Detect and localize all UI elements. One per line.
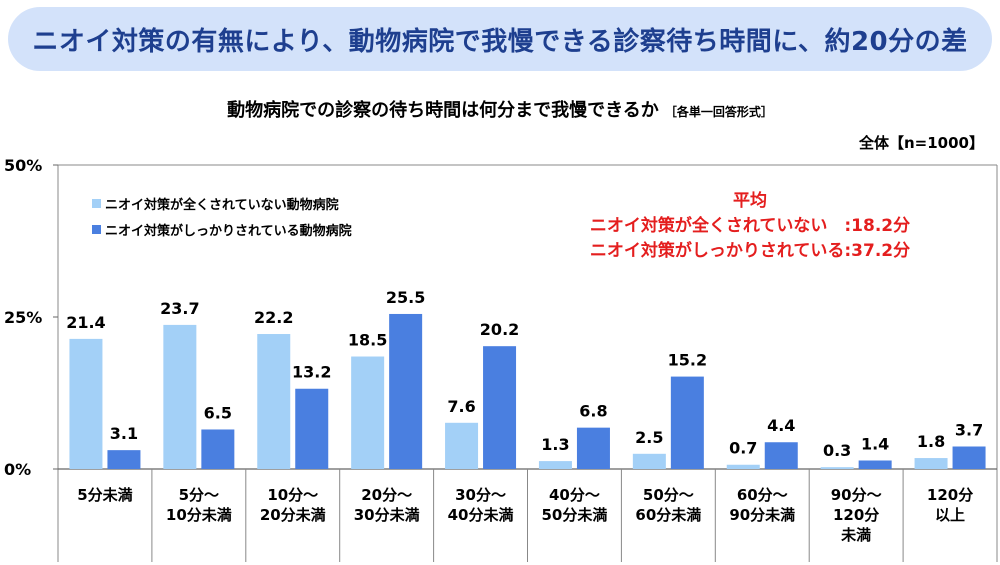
data-label-no-odor-control: 21.4 <box>66 313 105 332</box>
category-label: 以上 <box>935 506 965 524</box>
category-label: 120分 <box>833 506 879 524</box>
bar-no-odor-control <box>445 422 479 469</box>
average-title: 平均 <box>733 191 767 211</box>
bar-odor-control <box>201 429 235 469</box>
average-annotation: 平均 ニオイ対策が全くされていない :18.2分 ニオイ対策がしっかりされている… <box>560 189 940 264</box>
chart-title-note: ［各単一回答形式］ <box>664 105 773 119</box>
average-line-odor-control: ニオイ対策がしっかりされている:37.2分 <box>589 241 911 261</box>
data-label-no-odor-control: 7.6 <box>447 397 475 416</box>
headline-text: ニオイ対策の有無により、動物病院で我慢できる診察待ち時間に、約20分の差 <box>32 26 968 57</box>
category-label: 20分未満 <box>260 506 326 524</box>
category-label: 60分～ <box>737 486 788 504</box>
data-label-odor-control: 25.5 <box>386 288 425 307</box>
bar-no-odor-control <box>538 461 572 469</box>
category-label: 30分未満 <box>354 506 420 524</box>
data-label-no-odor-control: 1.3 <box>541 435 569 454</box>
headline-banner: ニオイ対策の有無により、動物病院で我慢できる診察待ち時間に、約20分の差 <box>8 7 992 71</box>
category-label: 50分～ <box>643 486 694 504</box>
bar-no-odor-control <box>257 334 291 469</box>
category-label: 未満 <box>840 526 871 544</box>
data-label-no-odor-control: 0.3 <box>823 441 851 460</box>
category-label: 20分～ <box>361 486 412 504</box>
bar-odor-control <box>764 442 798 469</box>
category-label: 50分未満 <box>542 506 608 524</box>
chart-title-text: 動物病院での診察の待ち時間は何分まで我慢できるか <box>227 100 659 121</box>
bar-no-odor-control <box>69 338 103 469</box>
bar-odor-control <box>295 388 329 469</box>
y-tick-label: 0% <box>4 460 31 479</box>
category-label: 5分～ <box>179 486 219 504</box>
bar-odor-control <box>389 313 423 469</box>
category-label: 30分～ <box>455 486 506 504</box>
legend-swatch-light <box>92 198 101 208</box>
legend-item-odor-control: ニオイ対策がしっかりされている動物病院 <box>92 216 352 242</box>
data-label-odor-control: 3.1 <box>110 424 138 443</box>
category-label: 10分未満 <box>166 506 232 524</box>
sample-size: 全体【n=1000】 <box>859 134 984 152</box>
category-label: 5分未満 <box>77 486 132 504</box>
data-label-no-odor-control: 1.8 <box>917 432 945 451</box>
data-label-no-odor-control: 22.2 <box>254 308 293 327</box>
average-line-no-odor-control: ニオイ対策が全くされていない :18.2分 <box>589 216 911 236</box>
data-label-odor-control: 3.7 <box>955 421 983 440</box>
data-label-odor-control: 1.4 <box>861 434 889 453</box>
legend-item-no-odor-control: ニオイ対策が全くされていない動物病院 <box>92 190 352 216</box>
legend-label-no-odor-control: ニオイ対策が全くされていない動物病院 <box>105 197 339 213</box>
chart-legend: ニオイ対策が全くされていない動物病院 ニオイ対策がしっかりされている動物病院 <box>92 190 352 242</box>
bar-no-odor-control <box>163 324 197 469</box>
data-label-odor-control: 13.2 <box>292 363 331 382</box>
bar-odor-control <box>858 460 892 469</box>
data-label-no-odor-control: 2.5 <box>635 428 663 447</box>
category-label: 40分～ <box>549 486 600 504</box>
bar-odor-control <box>483 346 517 469</box>
category-label: 120分 <box>927 486 973 504</box>
category-label: 90分～ <box>831 486 882 504</box>
category-label: 10分～ <box>267 486 318 504</box>
category-label: 60分未満 <box>635 506 701 524</box>
data-label-no-odor-control: 23.7 <box>160 299 199 318</box>
bar-odor-control <box>107 450 141 469</box>
legend-label-odor-control: ニオイ対策がしっかりされている動物病院 <box>105 223 352 239</box>
y-tick-label: 25% <box>4 308 42 327</box>
data-label-odor-control: 20.2 <box>480 320 519 339</box>
bar-no-odor-control <box>632 453 666 469</box>
data-label-odor-control: 6.8 <box>579 402 607 421</box>
bar-no-odor-control <box>914 458 948 469</box>
y-tick-label: 50% <box>4 156 42 175</box>
data-label-odor-control: 15.2 <box>668 351 707 370</box>
bar-odor-control <box>952 446 986 469</box>
bar-no-odor-control <box>351 356 385 469</box>
category-label: 40分未満 <box>448 506 514 524</box>
bar-no-odor-control <box>726 464 760 469</box>
data-label-odor-control: 6.5 <box>204 403 232 422</box>
legend-swatch-dark <box>92 224 101 234</box>
data-label-no-odor-control: 0.7 <box>729 439 757 458</box>
bar-odor-control <box>576 427 610 469</box>
bar-odor-control <box>670 376 704 469</box>
bar-no-odor-control <box>820 467 854 469</box>
data-label-odor-control: 4.4 <box>767 416 795 435</box>
chart-title: 動物病院での診察の待ち時間は何分まで我慢できるか ［各単一回答形式］ <box>0 96 1000 122</box>
data-label-no-odor-control: 18.5 <box>348 331 387 350</box>
category-label: 90分未満 <box>729 506 795 524</box>
